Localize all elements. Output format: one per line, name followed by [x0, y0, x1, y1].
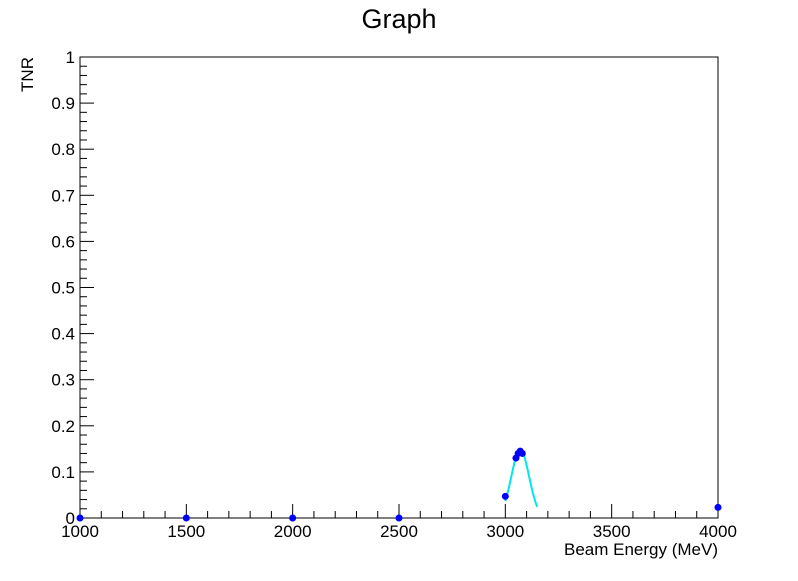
x-axis: 1000 1500 2000 2500 3000 3500 4000	[61, 504, 737, 541]
data-point	[395, 514, 403, 522]
data-point	[501, 492, 509, 500]
x-tick-label: 1000	[61, 522, 99, 541]
data-points	[76, 447, 722, 522]
y-tick-label: 0.5	[51, 279, 75, 298]
x-tick-label: 1500	[167, 522, 205, 541]
data-point	[76, 514, 84, 522]
x-tick-label: 3000	[486, 522, 524, 541]
data-point	[714, 503, 722, 511]
x-axis-label: Beam Energy (MeV)	[564, 540, 718, 559]
y-tick-label: 0.2	[51, 417, 75, 436]
chart-title: Graph	[361, 4, 436, 34]
x-tick-label: 2000	[274, 522, 312, 541]
y-tick-label: 0	[66, 509, 75, 528]
y-tick-label: 0.3	[51, 371, 75, 390]
y-tick-label: 1	[66, 48, 75, 67]
y-tick-label: 0.6	[51, 232, 75, 251]
y-tick-label: 0.4	[51, 325, 75, 344]
y-axis-label: TNR	[18, 57, 37, 92]
y-tick-label: 0.9	[51, 94, 75, 113]
data-point	[518, 449, 526, 457]
data-point	[289, 514, 297, 522]
x-tick-label: 2500	[380, 522, 418, 541]
y-tick-label: 0.7	[51, 186, 75, 205]
y-tick-label: 0.8	[51, 140, 75, 159]
x-tick-label: 4000	[699, 522, 737, 541]
y-axis: 0 0.1 0.2 0.3 0.4 0.5 0.6 0.7 0.8 0.9 1	[51, 48, 94, 528]
x-tick-label: 3500	[593, 522, 631, 541]
data-point	[182, 514, 190, 522]
y-tick-label: 0.1	[51, 463, 75, 482]
